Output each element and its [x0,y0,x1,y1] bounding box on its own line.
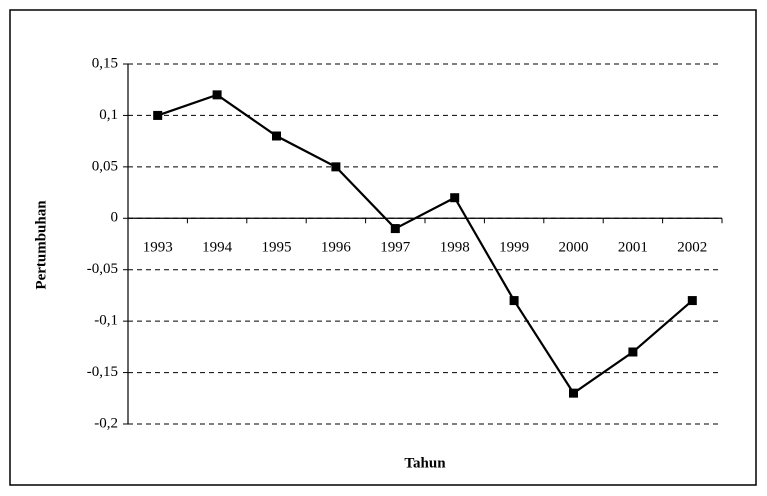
data-marker [569,388,578,398]
data-line [157,93,694,395]
x-axis-label: Tahun [404,455,446,471]
data-marker [331,162,341,172]
data-marker [628,347,638,357]
x-tick-label: 1994 [202,240,233,256]
data-marker [687,296,697,306]
x-tick-label: 1993 [143,240,173,256]
y-tick-label: -0,15 [87,364,118,380]
data-marker [450,193,460,203]
x-tick-label: 1998 [440,240,470,256]
x-tick-label: 1997 [380,240,411,256]
y-tick-label: 0,15 [92,55,118,71]
y-tick-label: 0,05 [92,158,118,174]
y-tick-label: -0,05 [87,261,118,277]
x-tick-label: 2001 [618,240,648,256]
x-tick-label: 1999 [499,240,529,256]
x-tick-label: 2000 [559,240,589,256]
x-tick-label: 1996 [321,240,352,256]
data-marker [509,296,519,306]
y-tick-label: 0,1 [99,107,118,123]
y-tick-label: 0 [111,210,119,226]
data-marker [153,110,163,120]
y-tick-label: -0,1 [94,313,118,329]
chart-frame [9,9,757,486]
data-marker [212,90,222,100]
x-tick-label: 1995 [262,240,292,256]
data-marker [272,131,281,141]
x-tick-label: 2002 [677,240,707,256]
y-tick-label: -0,2 [94,415,118,431]
y-axis-label: Pertumbuhan [33,200,49,290]
data-marker [390,224,400,234]
